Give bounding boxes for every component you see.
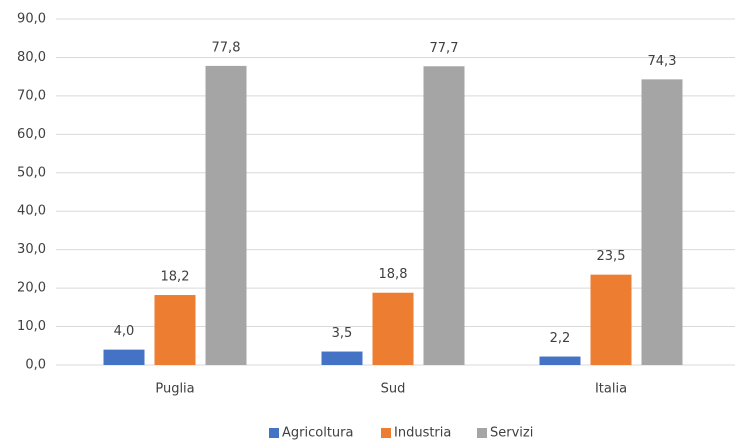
y-tick-label: 30,0 [17, 242, 46, 257]
bar [321, 351, 363, 365]
legend-label: Servizi [490, 426, 533, 441]
bar [590, 274, 632, 365]
y-tick-label: 80,0 [17, 50, 46, 65]
data-label: 74,3 [648, 54, 677, 69]
bar [103, 349, 145, 365]
y-tick-label: 50,0 [17, 165, 46, 180]
y-tick-label: 60,0 [17, 127, 46, 142]
legend-swatch [477, 428, 487, 438]
legend-label: Industria [394, 426, 451, 441]
data-label: 23,5 [597, 249, 626, 264]
bar [154, 295, 196, 365]
x-tick-label: Italia [595, 382, 627, 397]
legend-label: Agricoltura [282, 426, 353, 441]
bar [641, 79, 683, 365]
y-tick-label: 40,0 [17, 204, 46, 219]
x-tick-label: Puglia [155, 382, 194, 397]
y-tick-label: 10,0 [17, 319, 46, 334]
data-label: 77,8 [212, 40, 241, 55]
bar [205, 65, 247, 365]
data-label: 18,8 [379, 267, 408, 282]
x-tick-label: Sud [381, 382, 406, 397]
y-tick-label: 90,0 [17, 12, 46, 27]
bar [539, 356, 581, 365]
legend-swatch [381, 428, 391, 438]
y-tick-label: 20,0 [17, 281, 46, 296]
data-label: 77,7 [430, 41, 459, 56]
data-label: 4,0 [114, 324, 135, 339]
bar [423, 66, 465, 365]
data-label: 3,5 [332, 326, 353, 341]
data-label: 2,2 [550, 331, 571, 346]
bar [372, 292, 414, 365]
data-label: 18,2 [161, 270, 190, 285]
legend-swatch [269, 428, 279, 438]
y-tick-label: 0,0 [25, 358, 46, 373]
y-tick-label: 70,0 [17, 88, 46, 103]
